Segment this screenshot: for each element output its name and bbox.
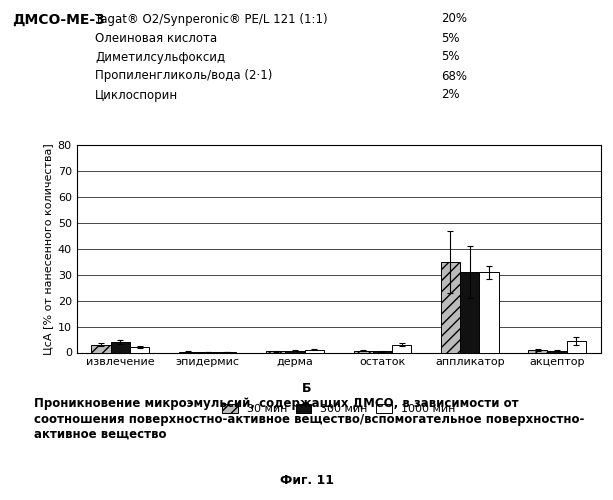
Bar	[111, 342, 130, 352]
Bar	[479, 272, 498, 352]
Y-axis label: ЦсA [% от нанесенного количества]: ЦсA [% от нанесенного количества]	[44, 143, 53, 354]
Text: Фиг. 11: Фиг. 11	[280, 474, 333, 488]
Bar	[441, 262, 460, 352]
Bar	[286, 350, 305, 352]
Text: 68%: 68%	[441, 70, 467, 82]
Text: Проникновение микроэмульсий, содержащих ДМСО, в зависимости от
соотношения повер: Проникновение микроэмульсий, содержащих …	[34, 398, 584, 440]
Bar	[460, 272, 479, 352]
Text: ДМСО-МЕ-3: ДМСО-МЕ-3	[12, 12, 105, 26]
Bar	[91, 344, 111, 352]
Bar	[392, 344, 411, 352]
Text: Диметилсульфоксид: Диметилсульфоксид	[95, 50, 225, 64]
Text: 5%: 5%	[441, 50, 460, 64]
Bar	[566, 341, 586, 352]
Bar	[373, 351, 392, 352]
Text: 2%: 2%	[441, 88, 460, 102]
Text: Пропиленгликоль/вода (2·1): Пропиленгликоль/вода (2·1)	[95, 70, 272, 82]
Bar	[354, 350, 373, 352]
Legend: 30 мин, 300 мин, 1000 мин: 30 мин, 300 мин, 1000 мин	[222, 404, 455, 414]
Bar	[547, 350, 566, 352]
Text: 20%: 20%	[441, 12, 467, 26]
Text: Циклоспорин: Циклоспорин	[95, 88, 178, 102]
Bar	[266, 351, 286, 352]
Text: Tagat® O2/Synperonic® PE/L 121 (1:1): Tagat® O2/Synperonic® PE/L 121 (1:1)	[95, 12, 327, 26]
Text: 5%: 5%	[441, 32, 460, 44]
Bar	[305, 350, 324, 352]
Bar	[528, 350, 547, 352]
Bar	[130, 348, 149, 352]
Text: Б: Б	[302, 382, 311, 396]
Text: Олеиновая кислота: Олеиновая кислота	[95, 32, 217, 44]
